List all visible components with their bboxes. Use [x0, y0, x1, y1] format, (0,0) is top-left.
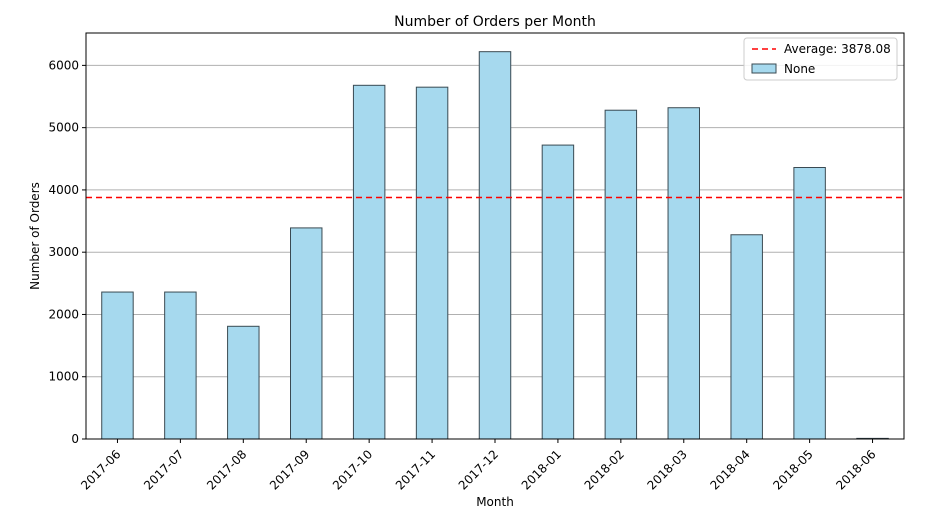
- chart-title: Number of Orders per Month: [394, 14, 596, 30]
- y-tick-label: 1000: [48, 370, 79, 384]
- y-tick-label: 6000: [48, 58, 79, 72]
- bar-2017-07: [164, 291, 197, 440]
- y-tick-label: 0: [71, 432, 79, 446]
- x-tick-label: 2018-02: [582, 447, 627, 492]
- y-tick-label: 5000: [48, 121, 79, 135]
- x-tick-label: 2017-08: [204, 447, 249, 492]
- legend: Average: 3878.08 None: [743, 37, 898, 81]
- legend-series-label: None: [784, 62, 815, 76]
- x-tick-label: 2017-06: [78, 447, 123, 492]
- bar-2018-03: [667, 107, 700, 440]
- bar-2017-06: [101, 291, 134, 440]
- bar-2018-02: [604, 109, 638, 440]
- x-axis: 2017-06 2017-07 2017-08 2017-09 2017-10 2017-…: [78, 439, 879, 493]
- bar-2018-01: [541, 144, 575, 440]
- x-axis-label: Month: [476, 495, 514, 509]
- x-tick-label: 2018-04: [707, 447, 752, 492]
- legend-series-swatch: [751, 63, 777, 74]
- bar-2018-05: [793, 167, 826, 440]
- legend-box: [743, 37, 898, 81]
- bar-2017-12: [478, 51, 512, 440]
- x-tick-label: 2017-11: [393, 447, 438, 492]
- x-tick-label: 2018-06: [833, 447, 878, 492]
- y-tick-label: 3000: [48, 245, 79, 259]
- x-tick-label: 2018-03: [645, 447, 690, 492]
- x-tick-label: 2018-05: [770, 447, 815, 492]
- y-axis: 0 1000 2000 3000 4000 5000 6000: [48, 58, 86, 446]
- x-tick-label: 2017-12: [456, 447, 501, 492]
- y-tick-label: 2000: [48, 307, 79, 321]
- bar-2017-08: [227, 325, 260, 440]
- x-tick-label: 2017-09: [267, 447, 312, 492]
- bar-2017-11: [415, 86, 449, 440]
- y-tick-label: 4000: [48, 183, 79, 197]
- legend-average-label: Average: 3878.08: [784, 42, 891, 56]
- x-tick-label: 2017-10: [330, 447, 375, 492]
- x-tick-label: 2018-01: [519, 447, 564, 492]
- x-tick-label: 2017-07: [141, 447, 186, 492]
- bar-2017-10: [352, 84, 386, 440]
- y-axis-label: Number of Orders: [28, 182, 42, 290]
- bar-2017-09: [290, 227, 323, 440]
- bar-2018-04: [730, 234, 763, 440]
- bars: [101, 51, 889, 440]
